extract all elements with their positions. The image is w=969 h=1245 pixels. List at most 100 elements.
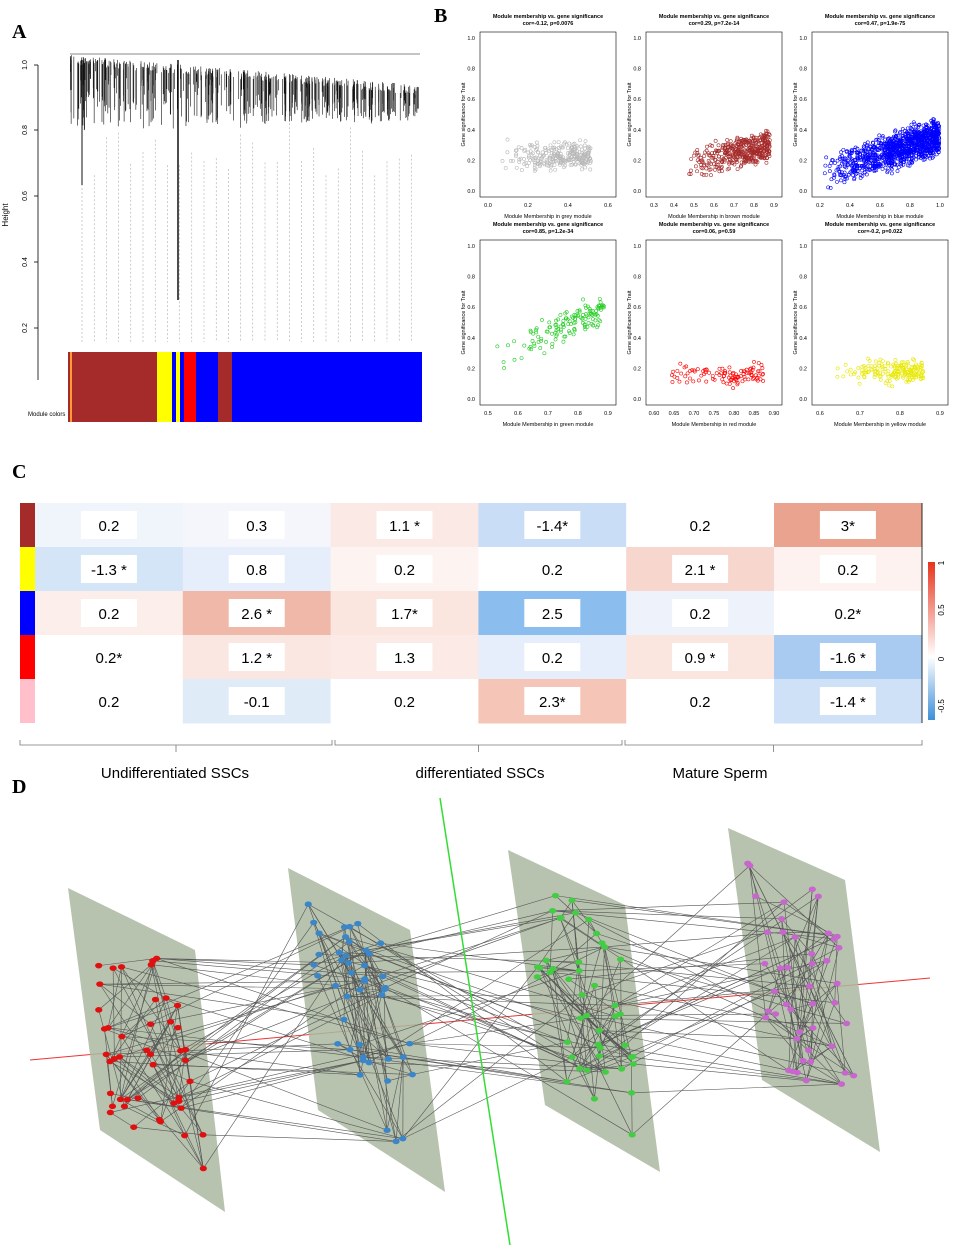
scatter-point	[702, 372, 707, 377]
node	[177, 1105, 185, 1111]
plot-title: Module membership vs. gene significance	[825, 222, 935, 228]
edge	[545, 960, 633, 1135]
scatter-point	[561, 339, 566, 344]
scatter-point	[919, 374, 924, 379]
scatter-point	[763, 146, 768, 150]
scatter-point	[904, 146, 909, 151]
scatter-point	[858, 152, 863, 157]
edge	[614, 901, 785, 1006]
edge	[559, 918, 579, 963]
x-tick-label: 0.8	[750, 203, 758, 209]
scatter-point	[546, 163, 551, 168]
edge	[104, 1005, 178, 1030]
node	[621, 1042, 629, 1049]
scatter-point	[881, 143, 886, 148]
scatter-point	[934, 134, 939, 139]
color-block	[218, 352, 232, 422]
scatter-point	[894, 147, 899, 151]
edge	[581, 931, 768, 996]
scatter-point	[583, 327, 588, 332]
scatter-point	[906, 379, 911, 384]
scatter-point	[554, 318, 558, 323]
scatter-point	[884, 161, 888, 166]
scatter-point	[893, 151, 898, 155]
scatter-point	[561, 158, 565, 162]
scatter-point	[895, 150, 900, 155]
node	[199, 1165, 207, 1172]
scatter-point	[539, 336, 544, 341]
edge	[586, 1063, 634, 1071]
x-tick-label: 0.9	[604, 411, 612, 417]
scatter-point	[572, 141, 577, 146]
scatter-point	[845, 160, 850, 165]
plot-title: Module membership vs. gene significance	[493, 222, 603, 228]
edge	[620, 959, 847, 1024]
scatter-point	[749, 370, 754, 375]
scatter-point	[583, 303, 588, 308]
edge	[364, 978, 385, 990]
scatter-point	[883, 369, 888, 374]
edge	[571, 900, 588, 1071]
scatter-point	[756, 361, 761, 365]
edge	[599, 1030, 797, 1039]
scatter-point	[918, 149, 923, 154]
value-box	[672, 555, 729, 583]
scatter-point	[514, 152, 519, 157]
edge	[409, 1017, 581, 1044]
scatter-point	[704, 166, 709, 171]
edge	[110, 1112, 134, 1128]
scatter-point	[588, 167, 593, 172]
scatter-point	[896, 372, 901, 377]
panel-label: C	[12, 461, 26, 483]
scatter-point	[880, 135, 885, 140]
scatter-point	[887, 143, 892, 148]
y-tick-label: 0.0	[467, 397, 475, 403]
scatter-point	[532, 344, 537, 348]
node	[771, 1011, 780, 1017]
node	[764, 1008, 773, 1014]
scatter-point	[746, 151, 751, 156]
scatter-point	[573, 317, 578, 321]
scatter-point	[536, 334, 541, 339]
scatter-point	[853, 157, 858, 162]
node	[814, 893, 822, 900]
scatter-point	[919, 361, 924, 366]
scatter-point	[688, 172, 693, 177]
node	[314, 972, 322, 979]
node	[156, 1118, 165, 1125]
y-tick-label: 0.4	[799, 336, 807, 342]
scatter-point	[563, 163, 568, 168]
scatter-point	[846, 172, 851, 177]
scatter-point	[705, 144, 709, 149]
edge	[552, 901, 784, 912]
scatter-point	[590, 309, 595, 313]
y-tick-label: 0.0	[799, 397, 807, 403]
node	[627, 1090, 636, 1096]
scatter-point	[862, 158, 867, 162]
module-color	[20, 503, 35, 547]
scatter-point	[841, 147, 846, 152]
edge	[345, 936, 616, 1017]
edge	[836, 983, 846, 1073]
scatter-point	[742, 154, 747, 159]
edge	[337, 1043, 567, 1082]
scatter-point	[849, 169, 854, 173]
scatter-point	[910, 375, 915, 380]
scatter-point	[919, 129, 923, 134]
scatter-point	[727, 161, 732, 166]
x-tick-label: 0.70	[689, 411, 700, 417]
scatter-point	[727, 382, 732, 386]
y-tick-label: 1.0	[633, 244, 641, 250]
value-box	[819, 643, 876, 671]
scatter-point	[764, 155, 769, 160]
node	[533, 974, 541, 980]
node	[149, 1061, 157, 1068]
edge	[106, 1054, 204, 1169]
scatter-point	[849, 150, 854, 155]
cell-value: 0.2	[542, 650, 563, 667]
scatter-point	[917, 122, 922, 127]
scatter-point	[910, 132, 915, 137]
scatter-point	[848, 155, 852, 159]
scatter-point	[868, 161, 873, 166]
edge	[120, 1099, 161, 1122]
